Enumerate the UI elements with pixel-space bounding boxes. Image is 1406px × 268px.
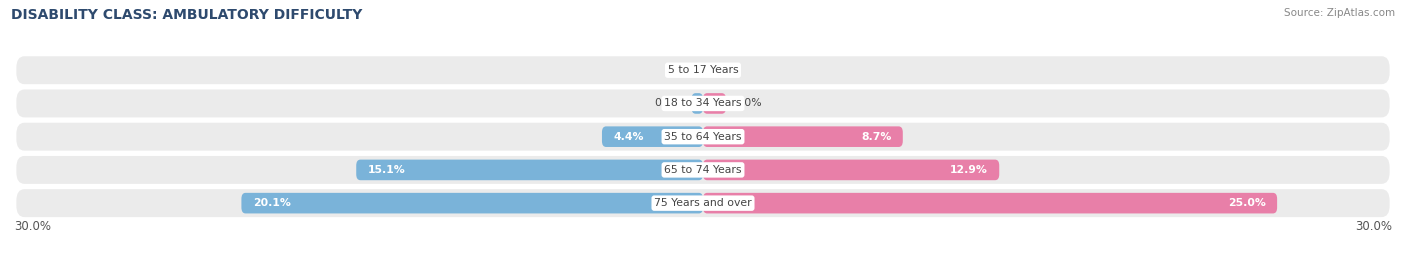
- Text: 20.1%: 20.1%: [253, 198, 291, 208]
- Text: 0.0%: 0.0%: [713, 65, 740, 75]
- Text: 12.9%: 12.9%: [950, 165, 988, 175]
- Text: 0.5%: 0.5%: [655, 98, 682, 109]
- Text: 25.0%: 25.0%: [1227, 198, 1265, 208]
- FancyBboxPatch shape: [692, 93, 703, 114]
- Text: 1.0%: 1.0%: [735, 98, 763, 109]
- FancyBboxPatch shape: [17, 156, 1389, 184]
- FancyBboxPatch shape: [703, 193, 1277, 213]
- FancyBboxPatch shape: [17, 56, 1389, 84]
- FancyBboxPatch shape: [602, 126, 703, 147]
- Text: 0.0%: 0.0%: [666, 65, 693, 75]
- Text: 75 Years and over: 75 Years and over: [654, 198, 752, 208]
- FancyBboxPatch shape: [242, 193, 703, 213]
- FancyBboxPatch shape: [703, 160, 1000, 180]
- Text: DISABILITY CLASS: AMBULATORY DIFFICULTY: DISABILITY CLASS: AMBULATORY DIFFICULTY: [11, 8, 363, 22]
- FancyBboxPatch shape: [703, 93, 725, 114]
- Text: 30.0%: 30.0%: [1355, 220, 1392, 233]
- Text: 4.4%: 4.4%: [613, 132, 644, 142]
- Text: 35 to 64 Years: 35 to 64 Years: [664, 132, 742, 142]
- FancyBboxPatch shape: [17, 189, 1389, 217]
- Text: Source: ZipAtlas.com: Source: ZipAtlas.com: [1284, 8, 1395, 18]
- Text: 5 to 17 Years: 5 to 17 Years: [668, 65, 738, 75]
- Text: 18 to 34 Years: 18 to 34 Years: [664, 98, 742, 109]
- FancyBboxPatch shape: [17, 123, 1389, 151]
- Text: 30.0%: 30.0%: [14, 220, 51, 233]
- Text: 8.7%: 8.7%: [860, 132, 891, 142]
- Text: 65 to 74 Years: 65 to 74 Years: [664, 165, 742, 175]
- FancyBboxPatch shape: [703, 126, 903, 147]
- FancyBboxPatch shape: [356, 160, 703, 180]
- FancyBboxPatch shape: [17, 90, 1389, 117]
- Text: 15.1%: 15.1%: [368, 165, 405, 175]
